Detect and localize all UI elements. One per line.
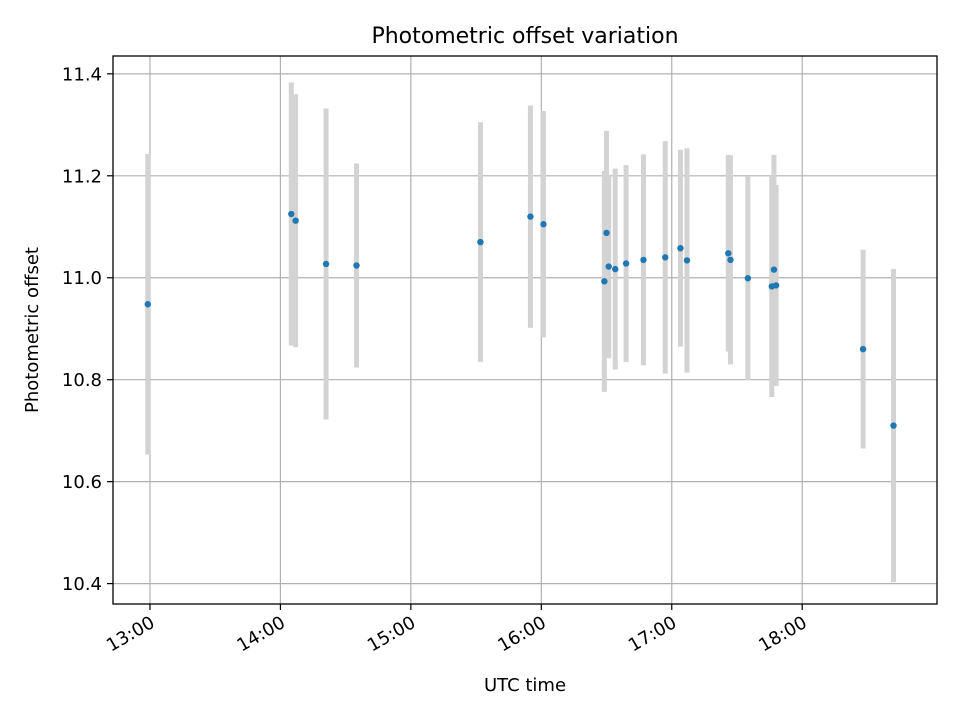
y-tick-label: 10.4 xyxy=(62,574,102,595)
data-point xyxy=(144,301,151,308)
data-point xyxy=(890,422,897,429)
chart-title: Photometric offset variation xyxy=(371,24,678,49)
data-point xyxy=(622,260,630,267)
data-point xyxy=(725,250,732,257)
data-point xyxy=(601,278,608,285)
y-axis-ticks: 10.4 10.6 10.8 11.0 11.2 11.4 xyxy=(62,64,113,595)
data-point xyxy=(612,265,619,273)
x-axis-label: UTC time xyxy=(484,675,566,696)
data-point xyxy=(662,254,669,261)
data-points xyxy=(144,210,897,429)
data-point xyxy=(744,275,752,282)
data-point xyxy=(770,266,778,273)
data-point xyxy=(859,345,867,353)
y-axis-label: Photometric offset xyxy=(22,247,43,413)
y-tick-label: 11.4 xyxy=(62,64,102,85)
grid xyxy=(113,56,937,604)
data-point xyxy=(772,282,780,289)
data-point xyxy=(477,238,484,246)
y-tick-label: 11.2 xyxy=(62,166,102,187)
data-point xyxy=(603,229,610,237)
data-point xyxy=(683,257,691,264)
data-point xyxy=(288,210,295,218)
y-tick-label: 10.8 xyxy=(62,370,102,391)
y-tick-label: 10.6 xyxy=(62,472,102,493)
data-point xyxy=(540,221,547,228)
y-tick-label: 11.0 xyxy=(62,268,102,289)
data-point xyxy=(677,244,684,252)
plot-frame xyxy=(112,55,938,605)
data-point xyxy=(605,263,612,270)
data-point xyxy=(727,256,734,264)
data-point xyxy=(527,213,534,220)
data-point xyxy=(322,260,330,268)
data-point xyxy=(353,262,360,269)
data-point xyxy=(292,217,299,224)
data-point xyxy=(640,256,647,264)
